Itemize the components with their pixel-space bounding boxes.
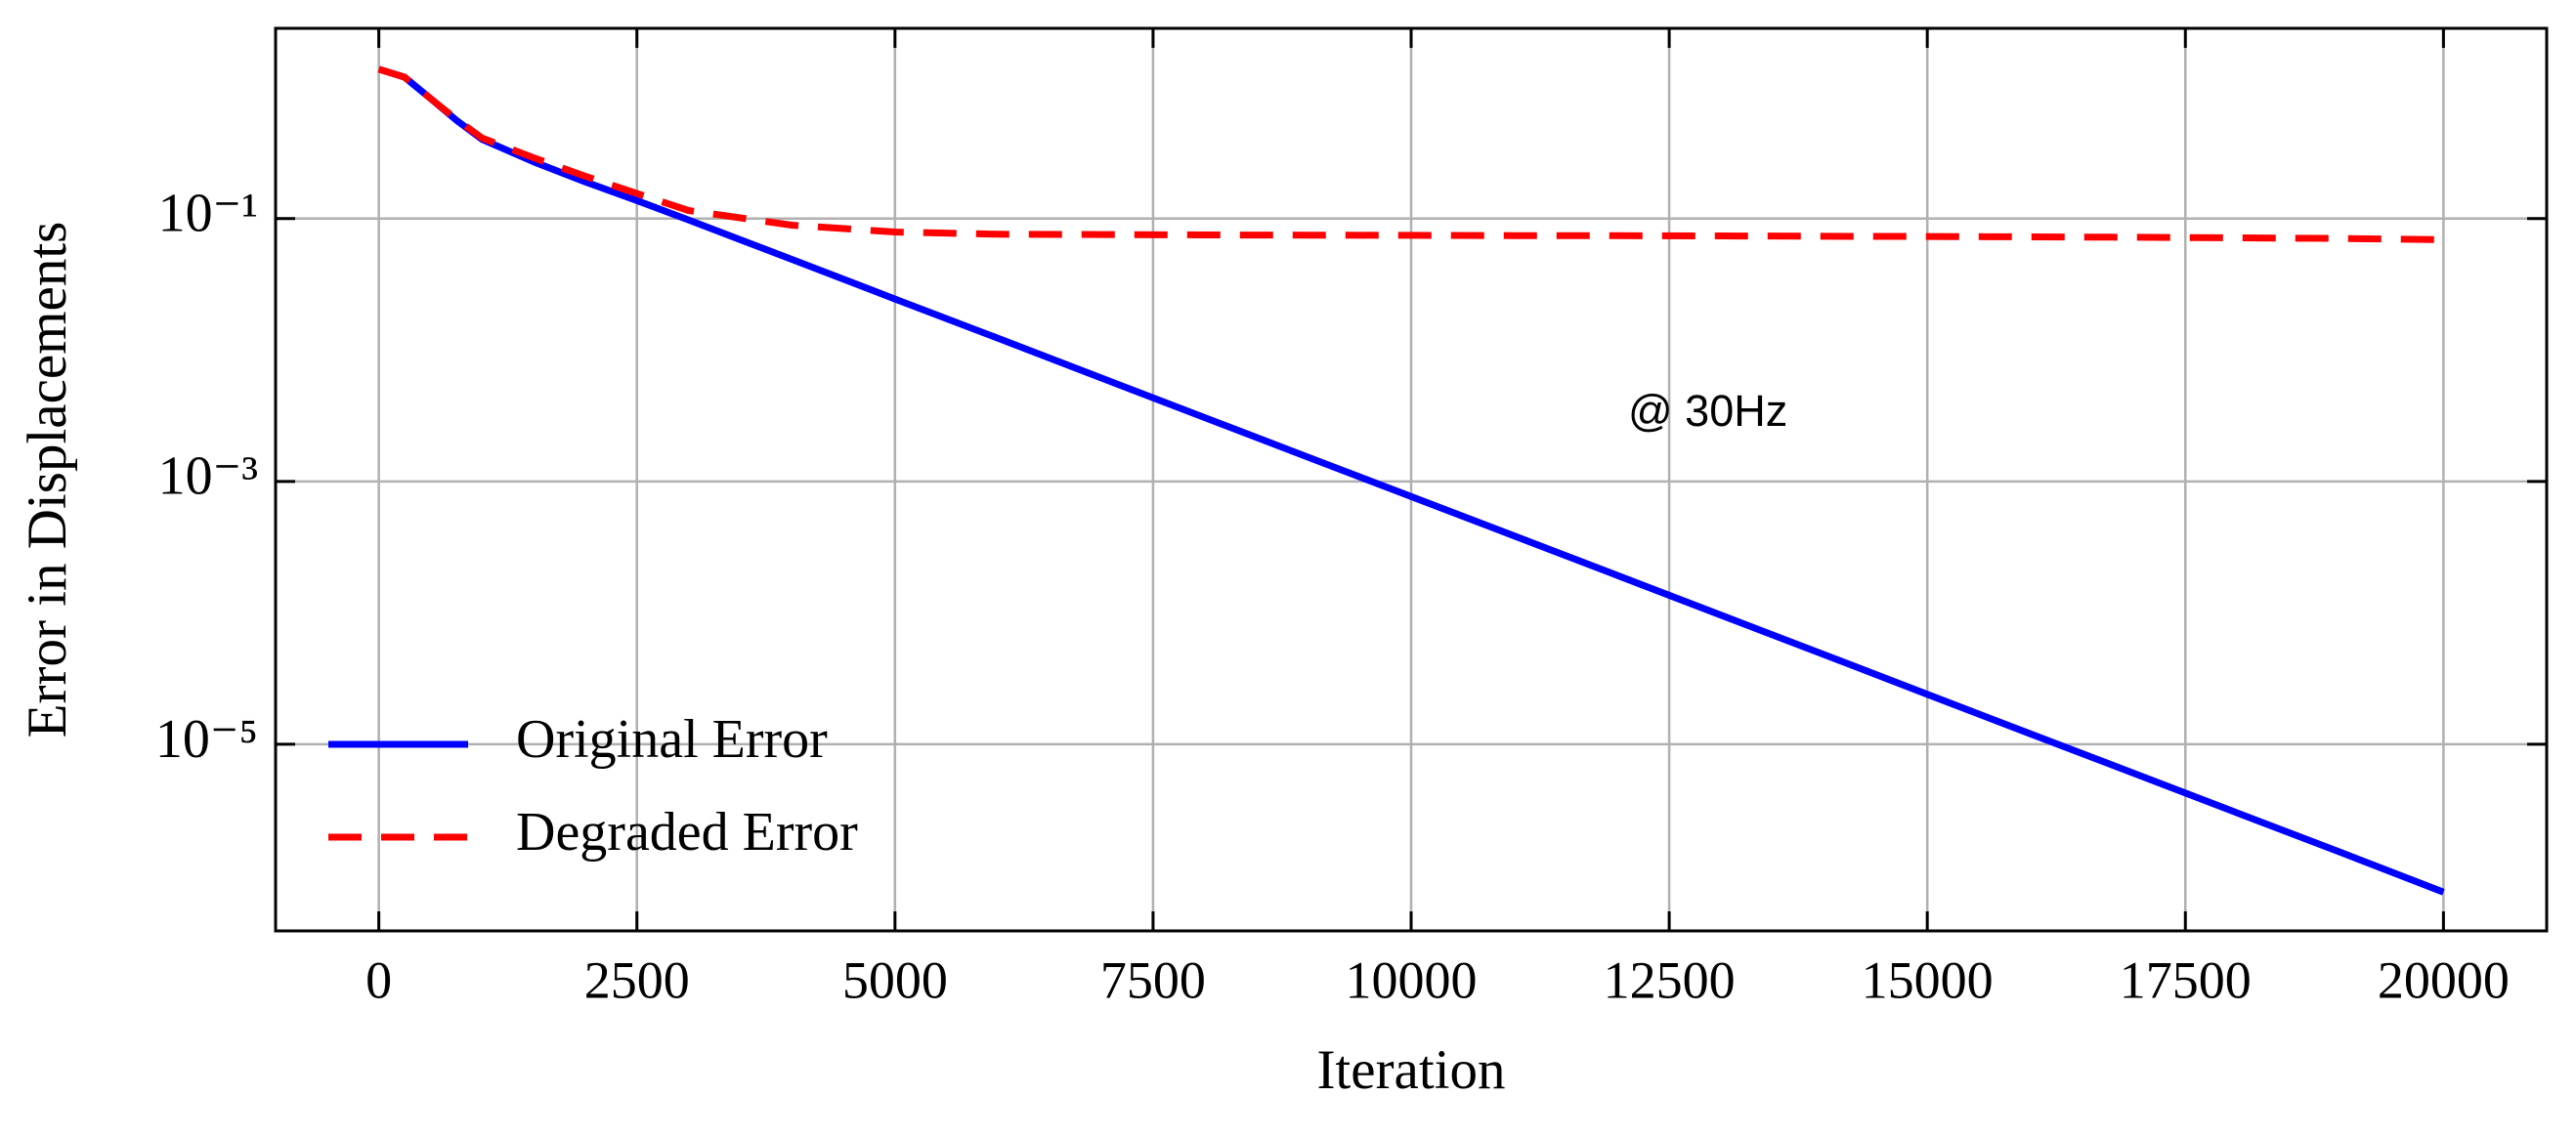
x-tick-label: 0 (365, 950, 392, 1009)
x-tick-label: 2500 (584, 950, 690, 1009)
y-tick-label: 10⁻⁵ (155, 709, 258, 770)
legend-label: Original Error (516, 709, 828, 770)
x-tick-label: 10000 (1346, 950, 1478, 1009)
x-tick-label: 17500 (2120, 950, 2252, 1009)
x-tick-label: 5000 (842, 950, 948, 1009)
x-tick-label: 15000 (1862, 950, 1994, 1009)
plot-frame (274, 26, 2549, 933)
x-tick-label: 20000 (2378, 950, 2510, 1009)
legend-label: Degraded Error (516, 802, 858, 863)
x-axis-label: Iteration (1316, 1039, 1505, 1101)
y-tick-label: 10⁻³ (158, 446, 258, 507)
x-tick-label: 12500 (1604, 950, 1736, 1009)
annotation: @ 30Hz (1628, 386, 1787, 436)
y-tick-label: 10⁻¹ (158, 184, 258, 244)
x-tick-label: 7500 (1100, 950, 1206, 1009)
series-line (377, 65, 2444, 243)
y-axis-label: Error in Displacements (17, 222, 78, 738)
